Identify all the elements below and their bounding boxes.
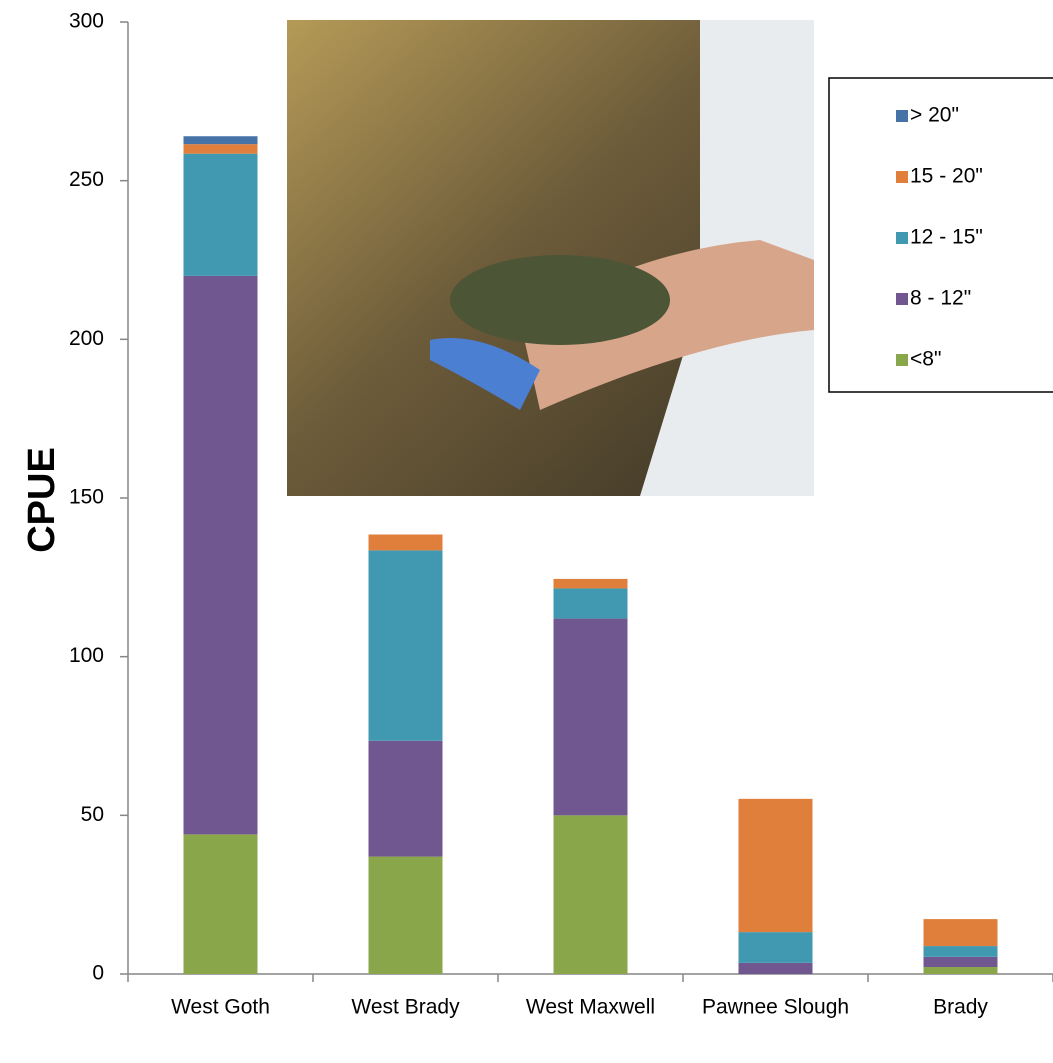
bar-segment bbox=[368, 534, 443, 551]
legend-swatch bbox=[896, 354, 908, 366]
y-tick-label: 100 bbox=[69, 644, 104, 667]
bar-segment bbox=[553, 815, 628, 974]
legend-swatch bbox=[896, 232, 908, 244]
bar-segment bbox=[183, 834, 258, 974]
legend-swatch bbox=[896, 110, 908, 122]
bar-segment bbox=[368, 856, 443, 974]
bar-segment bbox=[923, 919, 998, 947]
legend-label: 12 - 15" bbox=[910, 226, 983, 249]
bar-segment bbox=[738, 962, 813, 974]
bar-segment bbox=[368, 740, 443, 857]
x-tick-label: West Goth bbox=[171, 996, 270, 1019]
bar-segment bbox=[553, 588, 628, 619]
y-tick-label: 150 bbox=[69, 486, 104, 509]
x-tick-label: West Brady bbox=[351, 996, 460, 1019]
bar-segment bbox=[923, 956, 998, 968]
bar-segment bbox=[738, 798, 813, 933]
y-tick-label: 250 bbox=[69, 168, 104, 191]
x-tick-label: West Maxwell bbox=[526, 996, 655, 1019]
x-tick-label: Brady bbox=[933, 996, 988, 1019]
bar-segment bbox=[183, 153, 258, 276]
bar-segment bbox=[738, 932, 813, 963]
bar-segment bbox=[183, 275, 258, 835]
bar-segment bbox=[923, 967, 998, 974]
y-tick-label: 50 bbox=[81, 803, 104, 826]
y-tick-label: 200 bbox=[69, 327, 104, 350]
bar-segment bbox=[183, 144, 258, 154]
plot: 0 50 100 150 200 250 300 West Goth West Brady Wes… bbox=[69, 10, 1053, 1019]
bar-segment bbox=[368, 550, 443, 741]
bar-segment bbox=[183, 136, 258, 145]
photo bbox=[287, 20, 814, 496]
bar-segment bbox=[553, 578, 628, 589]
x-tick-label: Pawnee Slough bbox=[702, 996, 849, 1019]
y-axis-title: CPUE bbox=[21, 447, 63, 553]
legend-swatch bbox=[896, 171, 908, 183]
y-tick-label: 300 bbox=[69, 10, 104, 33]
legend-swatch bbox=[896, 293, 908, 305]
legend-label: 15 - 20" bbox=[910, 165, 983, 188]
legend-label: <8" bbox=[910, 348, 941, 371]
bar-segment bbox=[553, 618, 628, 816]
legend-label: 8 - 12" bbox=[910, 287, 971, 310]
y-tick-label: 0 bbox=[92, 962, 104, 985]
legend-label: > 20" bbox=[910, 104, 959, 127]
bar-segment bbox=[923, 946, 998, 957]
legend: <8" 8 - 12" 12 - 15" 15 - 20" > 20" bbox=[828, 77, 1053, 393]
